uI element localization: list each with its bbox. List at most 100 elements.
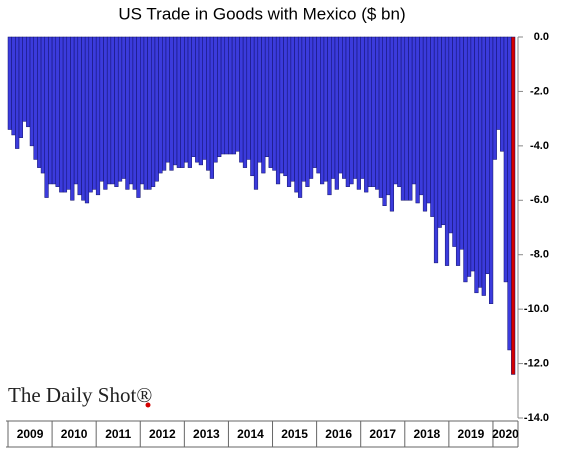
bar [283, 36, 288, 177]
bar [489, 36, 494, 304]
bar [33, 36, 38, 160]
bar [375, 36, 380, 190]
bar [331, 36, 336, 179]
bar [81, 36, 86, 201]
bar [466, 36, 472, 277]
x-tick-label: 2020 [492, 427, 519, 441]
x-tick-label: 2011 [105, 427, 131, 441]
bar [143, 36, 148, 190]
bar [386, 36, 391, 196]
y-tick-label: -14.0 [524, 412, 549, 424]
bar [84, 36, 90, 204]
bar [459, 36, 464, 250]
bar [77, 36, 82, 196]
bar [503, 36, 508, 283]
bar [356, 36, 361, 190]
bar [408, 36, 413, 201]
bar [320, 36, 325, 185]
bar [279, 36, 284, 174]
bar [301, 36, 306, 182]
bar [187, 36, 192, 168]
bar [154, 36, 159, 182]
bar [400, 36, 406, 201]
bar [140, 36, 145, 185]
x-tick-label: 2019 [458, 427, 485, 441]
bar [128, 36, 134, 185]
bar [106, 36, 112, 185]
bar [44, 36, 49, 198]
bar [239, 36, 244, 163]
bar [151, 36, 156, 187]
bar [353, 36, 358, 179]
bar [342, 36, 347, 179]
bar [7, 36, 12, 130]
bar [103, 36, 108, 190]
bar [180, 36, 185, 168]
bar [48, 36, 53, 185]
bar [224, 36, 229, 155]
bar [338, 36, 343, 174]
bar [136, 36, 141, 198]
bar [195, 36, 200, 163]
bar [11, 36, 16, 136]
bar [415, 36, 420, 204]
bar [422, 36, 428, 212]
bar [95, 36, 101, 196]
bar [132, 36, 137, 190]
bar [286, 36, 292, 187]
bar [507, 36, 512, 351]
bar [173, 36, 178, 166]
bar [496, 36, 501, 130]
bar [481, 36, 486, 296]
bar [73, 36, 79, 185]
y-tick-label: -8.0 [530, 249, 549, 261]
bar [455, 36, 461, 266]
bar [147, 36, 152, 190]
bar [382, 36, 387, 206]
bar [360, 36, 365, 179]
bar [206, 36, 211, 171]
bar [169, 36, 174, 171]
bar [327, 36, 332, 196]
bar [264, 36, 270, 157]
x-tick-label: 2012 [149, 427, 176, 441]
x-tick-label: 2016 [325, 427, 352, 441]
bar [213, 36, 218, 163]
bar [62, 36, 68, 193]
bar [26, 36, 31, 128]
y-tick-label: -4.0 [530, 140, 549, 152]
bar [250, 36, 255, 177]
bar [312, 36, 317, 168]
bar [345, 36, 350, 187]
bar [404, 36, 409, 201]
bar [165, 36, 170, 163]
chart-title: US Trade in Goods with Mexico ($ bn) [118, 4, 405, 23]
source-logo: The Daily Shot® [8, 383, 152, 407]
bar [114, 36, 119, 187]
bar [411, 36, 417, 185]
bar [430, 36, 435, 217]
x-tick-label: 2014 [237, 427, 264, 441]
x-tick-label: 2018 [413, 427, 440, 441]
bar [378, 36, 383, 198]
x-tick-label: 2015 [281, 427, 308, 441]
bar [275, 36, 281, 185]
bar [55, 36, 60, 187]
bar [426, 36, 431, 204]
x-tick-label: 2013 [193, 427, 220, 441]
bar [474, 36, 479, 294]
bar [110, 36, 115, 185]
bar [59, 36, 64, 193]
bar [191, 36, 196, 157]
bar [492, 36, 497, 160]
bar [202, 36, 207, 160]
y-tick-label: 0.0 [534, 31, 549, 43]
bar [176, 36, 181, 168]
y-tick-label: -12.0 [524, 357, 549, 369]
bar [419, 36, 424, 196]
bar [198, 36, 203, 166]
bar [309, 36, 314, 179]
bar [441, 36, 446, 226]
bar [228, 36, 233, 155]
